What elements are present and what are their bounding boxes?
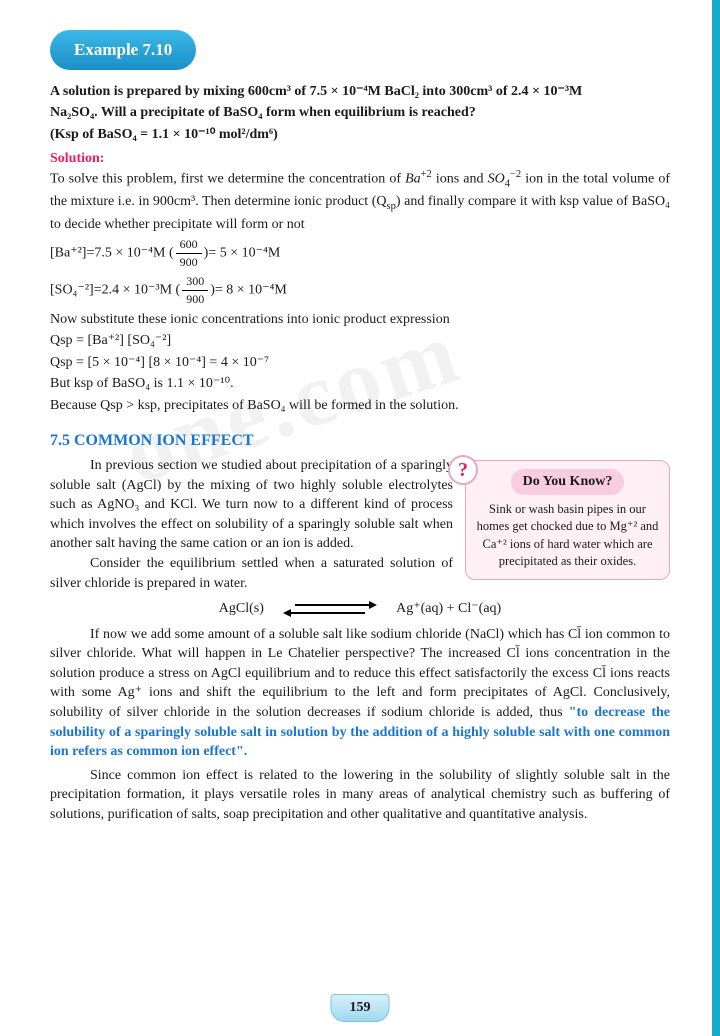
equation-5: But ksp of BaSO₄ is 1.1 × 10⁻¹⁰. (50, 374, 670, 394)
eq-text: [Ba⁺²]=7.5 × 10⁻⁴M (50, 246, 169, 261)
section-heading: 7.5 COMMON ION EFFECT (50, 430, 670, 452)
do-you-know-box: ? Do You Know? Sink or wash basin pipes … (465, 460, 670, 580)
equilibrium-arrow-icon (285, 604, 375, 614)
solution-label: Solution: (50, 149, 670, 169)
problem-line-2: Na₂SO₄. Will a precipitate of BaSO₄ form… (50, 103, 670, 123)
sol-text: To solve this problem, first we determin… (50, 172, 405, 187)
equation-2: [SO₄⁻²]=2.4 × 10⁻³M (300900)= 8 × 10⁻⁴M (50, 273, 670, 308)
solution-paragraph-1: To solve this problem, first we determin… (50, 168, 670, 234)
eq-text: = 5 × 10⁻⁴M (208, 246, 280, 261)
frac-n: 600 (176, 236, 202, 254)
problem-line-1: A solution is prepared by mixing 600cm³ … (50, 82, 670, 102)
chem-right: Ag⁺(aq) + Cl⁻(aq) (396, 601, 501, 616)
example-badge: Example 7.10 (50, 30, 196, 70)
equation-1: [Ba⁺²]=7.5 × 10⁻⁴M (600900)= 5 × 10⁻⁴M (50, 236, 670, 271)
sidebar-body: Sink or wash basin pipes in our homes ge… (476, 501, 659, 571)
eq-text: = 8 × 10⁻⁴M (215, 283, 287, 298)
sidebar-title: Do You Know? (511, 469, 625, 495)
question-icon: ? (448, 455, 478, 485)
frac-d: 900 (182, 291, 208, 308)
sol-text: ions and (432, 172, 488, 187)
equation-3: Qsp = [Ba⁺²] [SO₄⁻²] (50, 331, 670, 351)
equation-4: Qsp = [5 × 10⁻⁴] [8 × 10⁻⁴] = 4 × 10⁻⁷ (50, 353, 670, 373)
chemical-equation: AgCl(s) Ag⁺(aq) + Cl⁻(aq) (50, 599, 670, 619)
eq-text: [SO₄⁻²]=2.4 × 10⁻³M (50, 283, 176, 298)
main-paragraph-4: Since common ion effect is related to th… (50, 766, 670, 825)
frac-d: 900 (176, 254, 202, 271)
main-paragraph-3: If now we add some amount of a soluble s… (50, 625, 670, 762)
page-number: 159 (331, 994, 390, 1022)
problem-line-3: (Ksp of BaSO₄ = 1.1 × 10⁻¹⁰ mol²/dm⁶) (50, 125, 670, 145)
frac-n: 300 (182, 273, 208, 291)
chem-left: AgCl(s) (219, 601, 264, 616)
solution-paragraph-2: Now substitute these ionic concentration… (50, 310, 670, 330)
equation-6: Because Qsp > ksp, precipitates of BaSO₄… (50, 396, 670, 416)
